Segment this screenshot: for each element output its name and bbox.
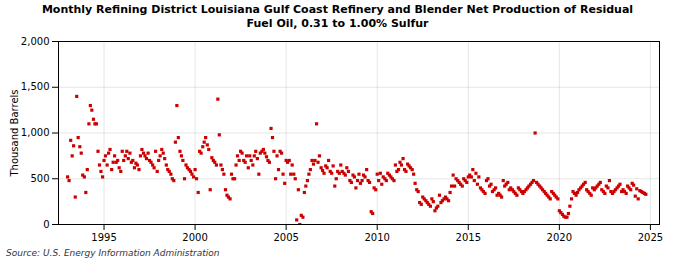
svg-text:2,000: 2,000: [21, 35, 50, 46]
svg-text:2015: 2015: [456, 231, 481, 242]
svg-text:2000: 2000: [182, 231, 207, 242]
svg-text:2025: 2025: [638, 231, 663, 242]
svg-text:2020: 2020: [547, 231, 572, 242]
html-text:Monthly Refining District Loui: Monthly Refining District Louisiana Gulf…: [41, 3, 634, 30]
svg-text:2010: 2010: [364, 231, 389, 242]
svg-text:500: 500: [30, 172, 49, 183]
svg-text:0: 0: [43, 218, 49, 229]
svg-text:2005: 2005: [273, 231, 298, 242]
html-text:Source: U.S. Energy Informatio: Source: U.S. Energy Information Administ…: [6, 247, 220, 258]
svg-text:Thousand Barrels: Thousand Barrels: [9, 89, 20, 177]
svg-text:1,500: 1,500: [21, 81, 50, 92]
svg-text:1,000: 1,000: [21, 127, 50, 138]
svg-text:1995: 1995: [91, 231, 116, 242]
